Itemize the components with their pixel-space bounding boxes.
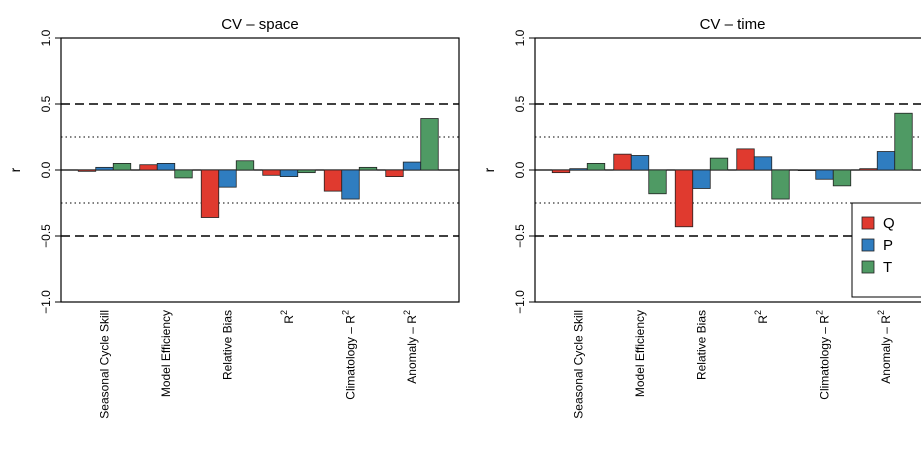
y-tick-label: 1.0 — [513, 29, 527, 46]
y-tick-label: −0.5 — [39, 224, 53, 248]
bar-p-5 — [815, 169, 834, 180]
y-axis-label: r — [7, 167, 23, 172]
panel-title: CV – space — [221, 16, 299, 33]
bar-t-5 — [832, 169, 852, 187]
category-label: Seasonal Cycle Skill — [98, 310, 112, 419]
bar-t-6 — [420, 118, 439, 171]
bar-p-4 — [753, 156, 773, 171]
bar-p-5 — [341, 169, 360, 200]
chart-panel-2: CV – time Seasonal Cycle Skill Model Effic… — [481, 16, 921, 419]
category-label: Relative Bias — [695, 310, 709, 380]
y-tick-label: 0.0 — [513, 161, 527, 178]
legend-label-q: Q — [883, 215, 895, 232]
bar-q-2 — [613, 153, 632, 171]
bar-p-2 — [630, 155, 650, 171]
bar-q-4 — [736, 148, 755, 171]
bar-p-1 — [569, 168, 588, 171]
legend-swatch-t — [861, 260, 875, 274]
bar-p-6 — [402, 161, 422, 171]
bar-t-3 — [235, 160, 255, 171]
legend-swatch-p — [861, 238, 875, 252]
legend-label-p: P — [883, 237, 893, 254]
bar-t-2 — [174, 169, 193, 179]
category-label: Relative Bias — [221, 310, 235, 380]
y-tick-label: 0.5 — [39, 95, 53, 112]
category-label: Anomaly – R2 — [876, 310, 893, 384]
category-label: Anomaly – R2 — [402, 310, 419, 384]
chart-panel-1: CV – space Seasonal Cycle Skill Model Effi… — [7, 16, 460, 419]
y-tick-label: −1.0 — [513, 290, 527, 314]
category-label: Climatology – R2 — [341, 310, 358, 400]
bar-t-4 — [771, 169, 790, 200]
bar-q-1 — [551, 169, 571, 174]
category-label: Model Efficiency — [633, 310, 647, 397]
bar-t-3 — [709, 157, 729, 171]
bar-q-5 — [797, 169, 817, 172]
bar-q-4 — [262, 169, 281, 176]
bar-t-1 — [586, 162, 606, 171]
bar-p-3 — [218, 169, 237, 188]
bar-p-3 — [692, 169, 711, 189]
bar-p-2 — [156, 162, 176, 171]
panel-title: CV – time — [700, 16, 766, 33]
y-tick-label: −0.5 — [513, 224, 527, 248]
category-label: R2 — [753, 310, 770, 324]
bar-p-1 — [95, 166, 114, 171]
category-label: Climatology – R2 — [815, 310, 832, 400]
bar-t-1 — [112, 162, 132, 171]
y-tick-label: −1.0 — [39, 290, 53, 314]
legend: QPT — [851, 202, 921, 298]
y-axis-label: r — [481, 167, 497, 172]
category-label: R2 — [279, 310, 296, 324]
bar-t-4 — [297, 169, 316, 174]
category-label: Model Efficiency — [159, 310, 173, 397]
bar-t-2 — [648, 169, 667, 195]
bar-q-3 — [674, 169, 694, 228]
legend-label-t: T — [883, 259, 892, 276]
bar-q-3 — [200, 169, 220, 218]
bar-q-6 — [385, 169, 404, 177]
bar-q-6 — [859, 168, 878, 171]
bar-t-6 — [894, 112, 913, 171]
bar-q-5 — [323, 169, 343, 192]
bar-q-2 — [139, 164, 158, 171]
bar-p-6 — [876, 151, 896, 171]
bar-t-5 — [358, 166, 378, 171]
bar-p-4 — [279, 169, 299, 177]
category-label: Seasonal Cycle Skill — [572, 310, 586, 419]
y-tick-label: 1.0 — [39, 29, 53, 46]
legend-swatch-q — [861, 216, 875, 230]
y-tick-label: 0.5 — [513, 95, 527, 112]
y-tick-label: 0.0 — [39, 161, 53, 178]
bar-q-1 — [77, 169, 97, 172]
